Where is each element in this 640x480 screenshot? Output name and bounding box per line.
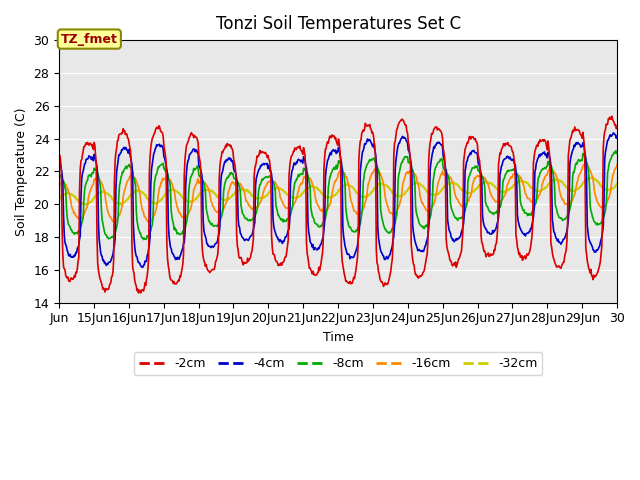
Text: TZ_fmet: TZ_fmet [61,33,118,46]
X-axis label: Time: Time [323,331,353,344]
Legend: -2cm, -4cm, -8cm, -16cm, -32cm: -2cm, -4cm, -8cm, -16cm, -32cm [134,352,542,375]
Y-axis label: Soil Temperature (C): Soil Temperature (C) [15,107,28,236]
Title: Tonzi Soil Temperatures Set C: Tonzi Soil Temperatures Set C [216,15,461,33]
